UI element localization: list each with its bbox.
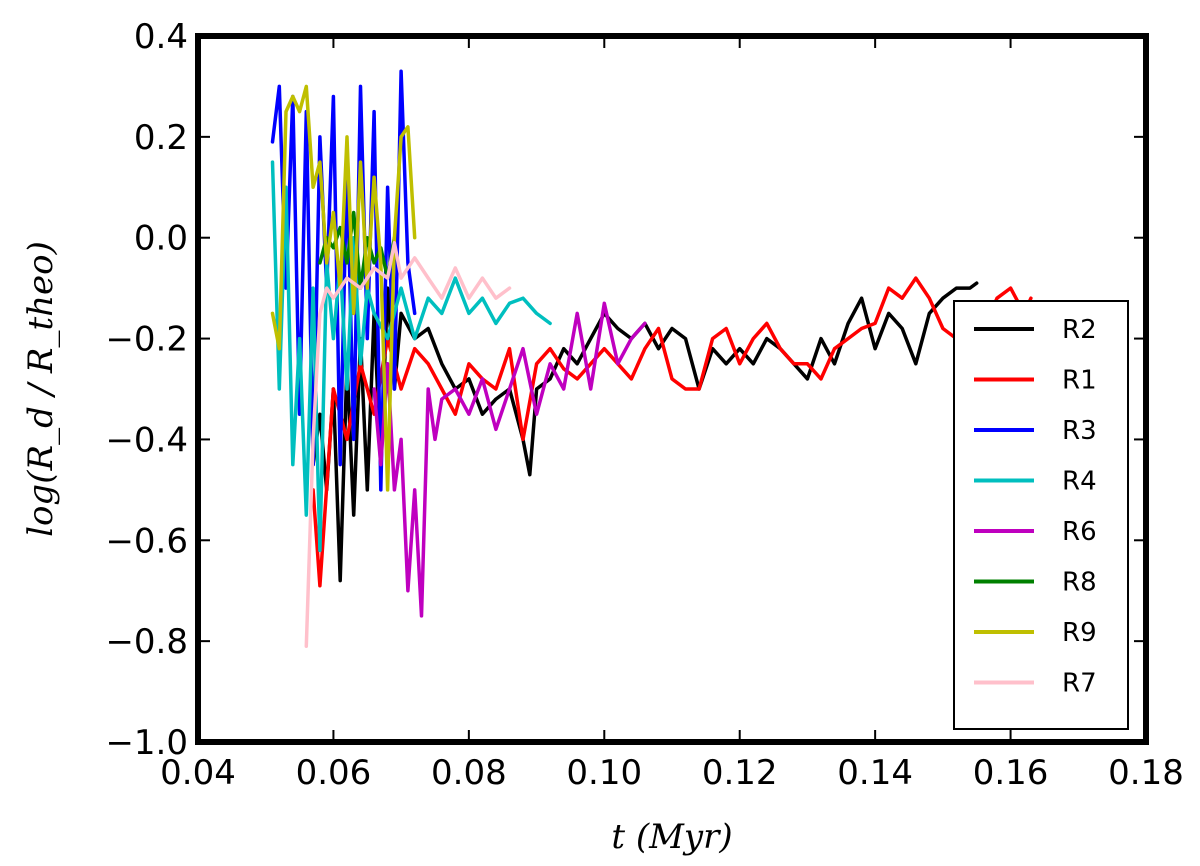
series-layer	[270, 69, 1033, 648]
x-tick-label: 0.06	[296, 753, 372, 793]
legend-label-r9: R9	[1062, 618, 1097, 648]
plot-frame	[195, 33, 1149, 745]
legend-label-r4: R4	[1062, 467, 1097, 497]
x-tick-label: 0.16	[973, 753, 1049, 793]
y-axis-label: log(R_d / R_theo)	[21, 241, 61, 537]
legend-label-r1: R1	[1062, 366, 1097, 396]
legend-label-r6: R6	[1062, 517, 1097, 547]
y-tick-label: −0.8	[105, 622, 188, 662]
legend-label-r8: R8	[1062, 568, 1097, 598]
series-line-r9	[270, 84, 417, 492]
x-tick-label: 0.10	[566, 753, 642, 793]
x-tick-label: 0.12	[702, 753, 778, 793]
legend-box	[953, 300, 1129, 730]
series-line-r6	[372, 301, 647, 618]
y-tick-label: 0.4	[134, 17, 188, 57]
y-tick-label: −0.4	[105, 420, 188, 460]
y-tick-label: −0.2	[105, 320, 188, 360]
x-axis-label: t (Myr)	[611, 817, 732, 857]
y-tick-label: 0.0	[134, 219, 188, 259]
x-tick-label: 0.14	[837, 753, 913, 793]
series-line-r1	[311, 276, 1033, 588]
legend-label-r2: R2	[1062, 315, 1097, 345]
series-line-r7	[304, 241, 512, 648]
y-tick-label: −0.6	[105, 521, 188, 561]
ticks-layer: 0.04 0.06 0.08 0.10 0.12 0.14 0.16 0.18 0.4 0.2 0.…	[105, 17, 1183, 793]
x-tick-label: 0.04	[160, 753, 236, 793]
x-tick-label: 0.08	[431, 753, 507, 793]
legend-label-r3: R3	[1062, 416, 1097, 446]
y-tick-label: 0.2	[134, 118, 188, 158]
legend: R2 R1 R3 R4 R6 R8 R9 R7	[953, 300, 1129, 730]
y-tick-label: −1.0	[105, 723, 188, 763]
legend-label-r7: R7	[1062, 669, 1097, 699]
x-tick-label: 0.18	[1108, 753, 1184, 793]
